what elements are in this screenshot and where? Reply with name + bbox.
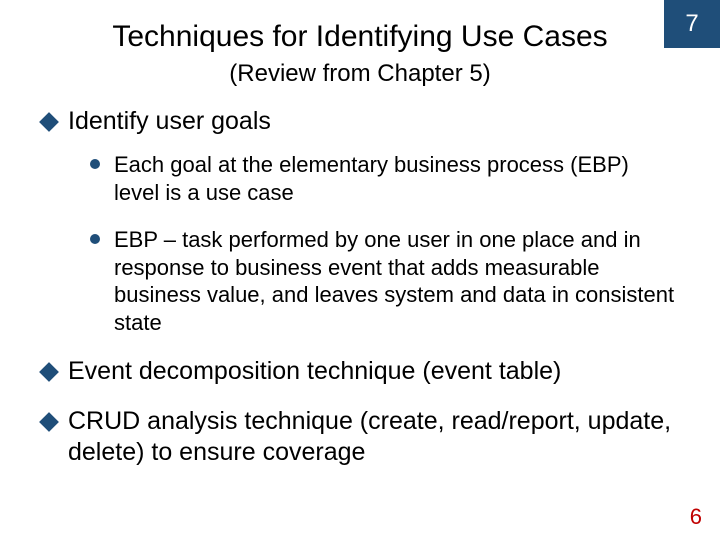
bullet-level1: Event decomposition technique (event tab… bbox=[40, 356, 680, 387]
slide-subtitle: (Review from Chapter 5) bbox=[0, 60, 720, 88]
slide-number: 7 bbox=[685, 10, 698, 38]
slide-number-badge: 7 bbox=[664, 0, 720, 48]
bullet-text: Event decomposition technique (event tab… bbox=[68, 356, 561, 387]
page-number: 6 bbox=[690, 504, 702, 530]
bullet-text: Each goal at the elementary business pro… bbox=[114, 151, 680, 206]
bullet-text: CRUD analysis technique (create, read/re… bbox=[68, 406, 680, 469]
bullet-level2: Each goal at the elementary business pro… bbox=[90, 151, 680, 206]
slide-content: Identify user goals Each goal at the ele… bbox=[0, 88, 720, 468]
bullet-text: Identify user goals bbox=[68, 106, 271, 137]
bullet-level1: Identify user goals bbox=[40, 106, 680, 137]
sub-bullet-group: Each goal at the elementary business pro… bbox=[40, 151, 680, 336]
bullet-level2: EBP – task performed by one user in one … bbox=[90, 226, 680, 336]
slide-title: Techniques for Identifying Use Cases bbox=[0, 0, 720, 54]
diamond-bullet-icon bbox=[39, 412, 59, 432]
dot-bullet-icon bbox=[90, 159, 100, 169]
dot-bullet-icon bbox=[90, 234, 100, 244]
bullet-level1: CRUD analysis technique (create, read/re… bbox=[40, 406, 680, 469]
diamond-bullet-icon bbox=[39, 112, 59, 132]
bullet-text: EBP – task performed by one user in one … bbox=[114, 226, 680, 336]
diamond-bullet-icon bbox=[39, 362, 59, 382]
